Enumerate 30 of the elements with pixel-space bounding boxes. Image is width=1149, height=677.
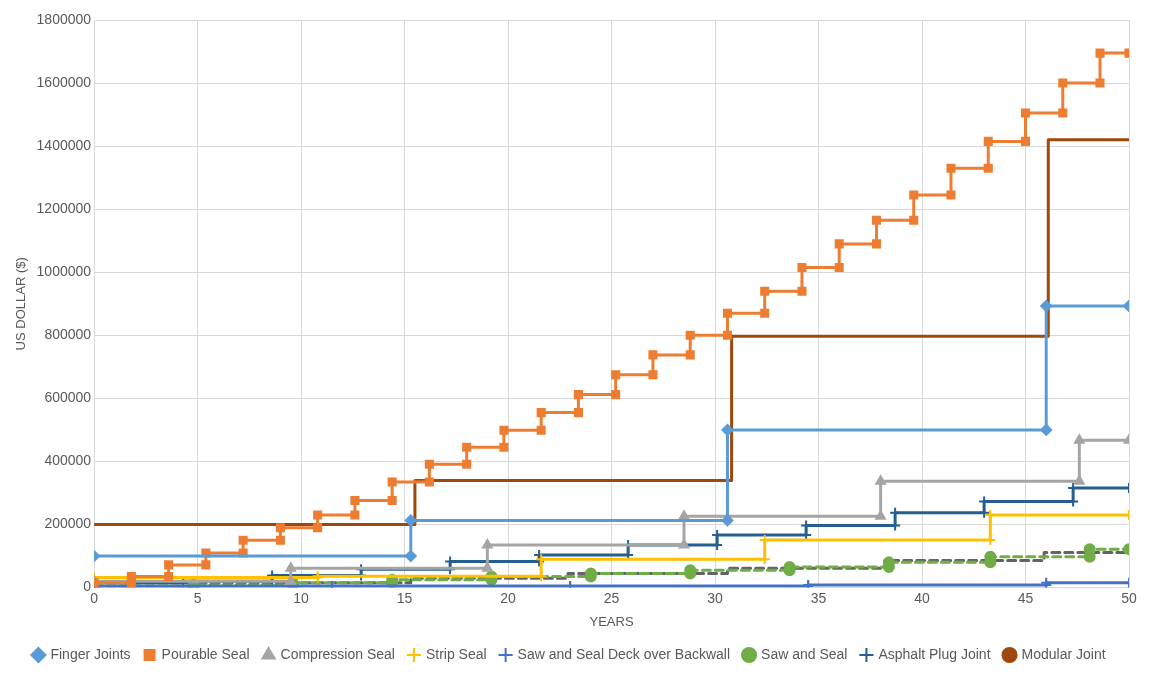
- legend-label: Finger Joints: [50, 645, 131, 662]
- y-tick-label: 1000000: [36, 263, 92, 280]
- y-tick-label: 800000: [44, 326, 92, 343]
- y-tick-label: 0: [83, 578, 92, 595]
- x-tick-label: 25: [603, 589, 620, 606]
- legend-label: Strip Seal: [425, 645, 487, 662]
- x-tick-label: 20: [500, 589, 517, 606]
- x-tick-label: 30: [707, 589, 724, 606]
- legend-label: Asphalt Plug Joint: [878, 645, 991, 662]
- y-tick-label: 1800000: [36, 10, 92, 27]
- legend-label: Modular Joint: [1021, 645, 1106, 662]
- x-axis-title: YEARS: [589, 613, 634, 629]
- y-tick-label: 400000: [44, 452, 92, 469]
- y-tick-label: 200000: [44, 515, 92, 532]
- y-tick-label: 1200000: [36, 200, 92, 217]
- y-axis-title: US DOLLAR ($): [13, 257, 29, 351]
- legend-label: Saw and Seal: [761, 645, 848, 662]
- y-tick-label: 1400000: [36, 136, 92, 153]
- x-tick-label: 40: [914, 589, 931, 606]
- x-tick-label: 10: [293, 589, 310, 606]
- x-tick-label: 50: [1121, 589, 1137, 606]
- y-tick-label: 1600000: [36, 73, 92, 90]
- legend-label: Compression Seal: [280, 645, 395, 662]
- x-tick-label: 15: [396, 589, 413, 606]
- x-tick-label: 35: [810, 589, 827, 606]
- y-tick-label: 600000: [44, 389, 92, 406]
- legend-label: Saw and Seal Deck over Backwall: [517, 645, 731, 662]
- legend-label: Pourable Seal: [161, 645, 250, 662]
- x-tick-label: 45: [1017, 589, 1034, 606]
- x-tick-label: 5: [193, 589, 202, 606]
